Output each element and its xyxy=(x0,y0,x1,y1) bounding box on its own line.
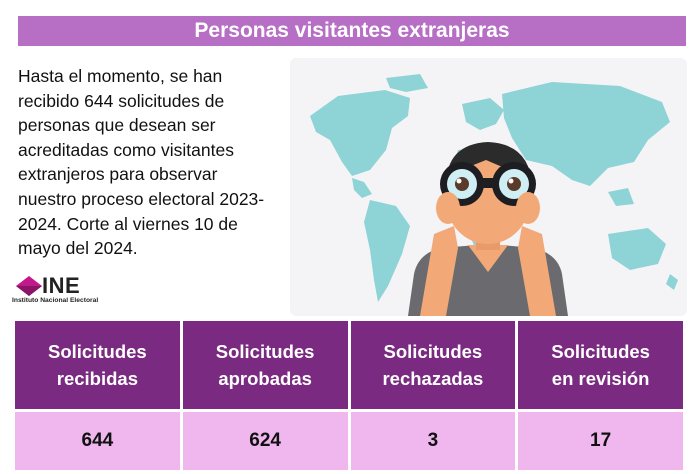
header-solicitudes-aprobadas: Solicitudes aprobadas xyxy=(179,318,351,412)
page-title: Personas visitantes extranjeras xyxy=(194,19,510,42)
header-solicitudes-en-revision: Solicitudes en revisión xyxy=(515,318,686,412)
value-aprobadas: 624 xyxy=(179,409,351,473)
value-recibidas: 644 xyxy=(12,409,183,473)
header-solicitudes-rechazadas: Solicitudes rechazadas xyxy=(347,318,519,412)
intro-text: Hasta el momento, se han recibido 644 so… xyxy=(18,66,265,259)
logo-subtitle: Instituto Nacional Electoral xyxy=(12,297,99,304)
person-with-binoculars-icon xyxy=(310,74,678,316)
illustration xyxy=(290,58,687,316)
ine-logo: INE Instituto Nacional Electoral xyxy=(12,273,122,308)
value-rechazadas: 3 xyxy=(347,409,519,473)
title-bar: Personas visitantes extranjeras xyxy=(18,16,686,46)
stats-header-row: Solicitudes recibidas Solicitudes aprobada… xyxy=(12,318,686,412)
stats-value-row: 644 624 3 17 xyxy=(12,409,686,473)
logo-wordmark: INE xyxy=(42,273,81,298)
value-en-revision: 17 xyxy=(515,409,686,473)
ine-logo-icon xyxy=(16,276,42,296)
header-solicitudes-recibidas: Solicitudes recibidas xyxy=(12,318,183,412)
stats-table: Solicitudes recibidas Solicitudes aprobada… xyxy=(12,318,686,473)
